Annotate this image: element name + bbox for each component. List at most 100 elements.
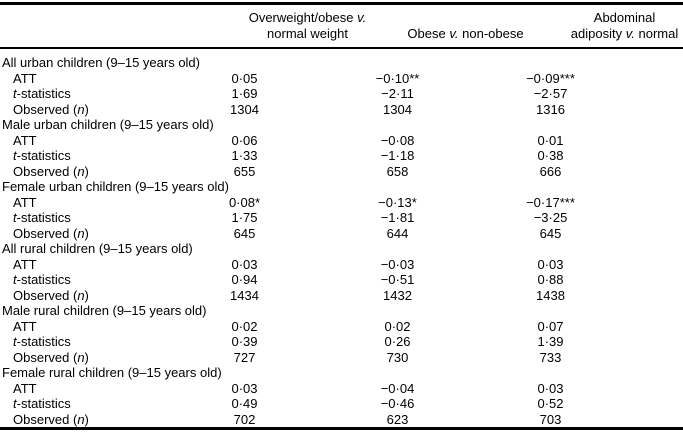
spacer-cell [627, 195, 683, 211]
row-label-text: Observed ( [13, 225, 78, 241]
group-title-row: All rural children (9–15 years old) [0, 241, 683, 257]
row-label-text: -statistics [16, 86, 71, 101]
header-vs: v. [357, 10, 367, 25]
row-label-text: ATT [13, 318, 37, 334]
row-label-italic: t [13, 334, 17, 349]
group-title-row: Female rural children (9–15 years old) [0, 365, 683, 381]
results-table: Overweight/obese v. normal weight Obese v… [0, 2, 683, 430]
cell-value: 645 [539, 225, 562, 241]
header-text: Obese [407, 26, 446, 41]
row-label-text: Observed ( [13, 287, 78, 303]
row-label-t-statistics: t-statistics [0, 334, 168, 350]
cell-value: −0·46 [380, 396, 415, 411]
row-label-text: ATT [13, 132, 37, 148]
cell-value: 1438 [536, 287, 565, 303]
cell-value: 666 [539, 163, 562, 179]
cell-value: −0·17*** [526, 194, 575, 210]
row-label-att: ATT [0, 133, 168, 149]
table-row: ATT 0·05 −0·10** −0·09*** [0, 71, 683, 87]
col-header-text: Abdominal adiposity v. normal [548, 10, 683, 42]
group-title: All urban children (9–15 years old) [2, 55, 200, 70]
table-row: t-statistics 1·33 −1·18 0·38 [0, 148, 683, 164]
row-label-text: ) [84, 349, 89, 365]
row-label-text: Observed ( [13, 163, 78, 179]
group-title: Male rural children (9–15 years old) [2, 303, 207, 318]
spacer-cell [627, 396, 683, 412]
table-header: Overweight/obese v. normal weight Obese v… [0, 3, 683, 49]
spacer-cell [627, 412, 683, 429]
group-title: Female urban children (9–15 years old) [2, 179, 229, 194]
group-title-row: Male rural children (9–15 years old) [0, 303, 683, 319]
cell-value: 623 [386, 411, 409, 427]
spacer-cell [627, 86, 683, 102]
cell-value: 0·05 [231, 70, 258, 86]
row-label-italic: n [77, 287, 85, 303]
row-label-text: Observed ( [13, 411, 78, 427]
cell-value: 727 [233, 349, 256, 365]
cell-value: 0·88 [537, 272, 564, 287]
stub-header [0, 3, 168, 49]
table-row: t-statistics 0·39 0·26 1·39 [0, 334, 683, 350]
header-vs: v. [625, 26, 635, 41]
row-label-text: ATT [13, 194, 37, 210]
table-row: ATT 0·02 0·02 0·07 [0, 319, 683, 335]
row-label-italic: n [77, 349, 85, 365]
cell-value: 0·39 [231, 334, 258, 349]
row-label-text: ) [84, 411, 89, 427]
row-label-observed-n: Observed (n) [0, 412, 168, 429]
row-label-att: ATT [0, 319, 168, 335]
spacer-cell [627, 210, 683, 226]
table-row: Observed (n) 702 623 703 [0, 412, 683, 429]
cell-value: 645 [233, 225, 256, 241]
cell-value: −0·09*** [526, 70, 575, 86]
cell-value: 0·01 [537, 132, 564, 148]
table-row: t-statistics 0·49 −0·46 0·52 [0, 396, 683, 412]
group-title-row: Female urban children (9–15 years old) [0, 179, 683, 195]
row-label-text: Observed ( [13, 349, 78, 365]
row-label-t-statistics: t-statistics [0, 210, 168, 226]
cell-value: 733 [539, 349, 562, 365]
table-row: ATT 0·03 −0·04 0·03 [0, 381, 683, 397]
header-text: adiposity [570, 26, 623, 41]
row-label-observed-n: Observed (n) [0, 164, 168, 180]
group-title-row: Male urban children (9–15 years old) [0, 117, 683, 133]
spacer-cell [627, 334, 683, 350]
spacer-header [627, 3, 683, 49]
row-label-t-statistics: t-statistics [0, 396, 168, 412]
table-body: All urban children (9–15 years old) ATT … [0, 48, 683, 429]
cell-value: 644 [386, 225, 409, 241]
row-label-text: -statistics [16, 396, 71, 411]
row-label-text: ATT [13, 380, 37, 396]
row-label-text: -statistics [16, 210, 71, 225]
row-label-text: ) [84, 163, 89, 179]
row-label-att: ATT [0, 195, 168, 211]
row-label-italic: n [77, 101, 85, 117]
spacer-cell [627, 319, 683, 335]
table-row: t-statistics 1·75 −1·81 −3·25 [0, 210, 683, 226]
cell-value: 0·06 [231, 132, 258, 148]
spacer-cell [627, 133, 683, 149]
row-label-att: ATT [0, 71, 168, 87]
cell-value: −0·08 [380, 132, 415, 148]
cell-value: 1·39 [537, 334, 564, 349]
spacer-cell [627, 148, 683, 164]
spacer-cell [627, 381, 683, 397]
col-header-overweight-obese: Overweight/obese v. normal weight [168, 3, 366, 49]
row-label-italic: t [13, 396, 17, 411]
cell-value: 0·03 [537, 380, 564, 396]
cell-value: 0·02 [384, 318, 411, 334]
table-row: ATT 0·08* −0·13* −0·17*** [0, 195, 683, 211]
cell-value: −3·25 [533, 210, 568, 225]
col-header-text: Overweight/obese v. normal weight [231, 10, 384, 42]
cell-value: 730 [386, 349, 409, 365]
spacer-cell [627, 288, 683, 304]
table-row: Observed (n) 645 644 645 [0, 226, 683, 242]
row-label-italic: t [13, 210, 17, 225]
row-label-italic: n [77, 225, 85, 241]
cell-value: 1304 [230, 101, 259, 117]
header-text: normal weight [267, 26, 348, 41]
table-row: ATT 0·06 −0·08 0·01 [0, 133, 683, 149]
row-label-t-statistics: t-statistics [0, 86, 168, 102]
group-title-row: All urban children (9–15 years old) [0, 48, 683, 71]
row-label-text: -statistics [16, 272, 71, 287]
